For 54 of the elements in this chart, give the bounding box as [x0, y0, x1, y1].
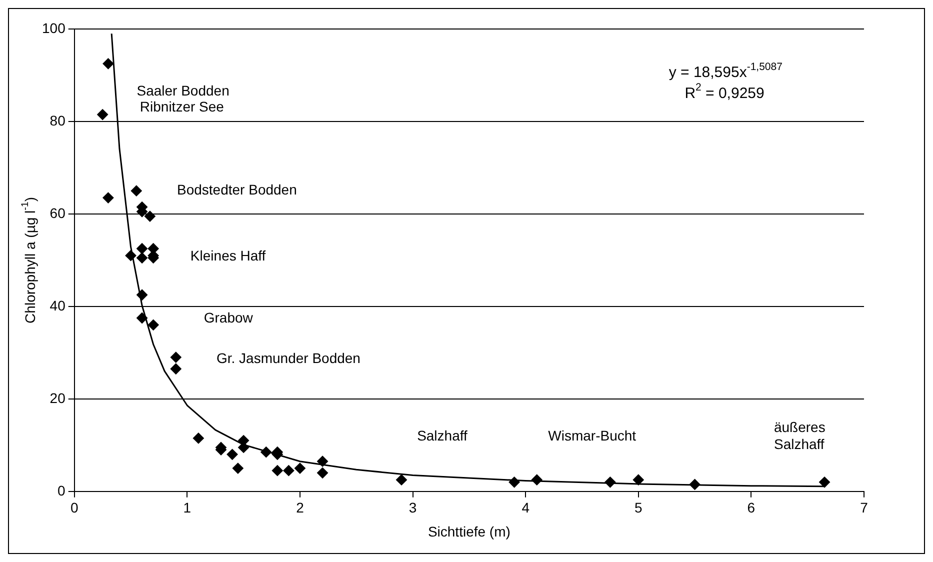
point: [317, 456, 328, 467]
point: [294, 462, 306, 474]
point: [632, 474, 644, 486]
point: [226, 448, 238, 460]
point: [102, 192, 114, 204]
x-tick-label: 7: [860, 500, 868, 516]
point: [170, 352, 182, 363]
annotation: Saaler Bodden: [136, 82, 230, 99]
annotation: Wismar-Bucht: [548, 428, 636, 444]
y-tick-label: 60: [50, 204, 66, 221]
point: [604, 476, 616, 488]
point: [283, 465, 294, 476]
point: [508, 476, 520, 488]
annotation: Salzhaff: [417, 428, 468, 444]
x-axis-title: Sichttiefe (m): [428, 523, 510, 540]
point: [144, 210, 156, 222]
point: [260, 446, 272, 458]
point: [125, 250, 136, 262]
point: [136, 252, 148, 264]
x-tick-label: 3: [408, 500, 417, 516]
point: [396, 474, 407, 486]
point: [170, 363, 182, 374]
point: [97, 109, 108, 120]
y-tick-label: 40: [50, 297, 66, 314]
point: [136, 289, 148, 300]
annotation: Gr. Jasmunder Bodden: [216, 350, 360, 366]
y-tick-label: 20: [50, 390, 66, 406]
x-tick-label: 1: [183, 500, 192, 516]
x-tick-label: 6: [747, 500, 756, 516]
y-tick-label: 80: [50, 112, 66, 128]
point: [102, 58, 114, 70]
annotation: Ribnitzer See: [140, 98, 224, 114]
annotation: Bodstedter Bodden: [177, 182, 297, 198]
point: [148, 319, 159, 330]
point: [531, 474, 542, 486]
point: [689, 478, 700, 490]
annotation: äußeres Salzhaff: [774, 419, 826, 452]
point: [232, 462, 244, 474]
point: [272, 465, 283, 476]
point: [136, 243, 148, 254]
point: [317, 467, 328, 478]
x-tick-label: 5: [634, 500, 642, 516]
point: [136, 312, 148, 324]
point: [819, 476, 830, 488]
y-tick-label: 100: [42, 20, 66, 36]
annotation: Kleines Haff: [190, 247, 266, 264]
y-tick-label: 0: [58, 482, 66, 498]
point: [192, 432, 204, 444]
x-tick-label: 0: [70, 500, 78, 516]
x-tick-label: 2: [296, 500, 304, 516]
y-axis-title: Chlorophyll a (µg l-1): [20, 196, 38, 324]
point: [130, 185, 142, 196]
annotation: Grabow: [204, 309, 254, 326]
x-tick-label: 4: [522, 500, 530, 516]
